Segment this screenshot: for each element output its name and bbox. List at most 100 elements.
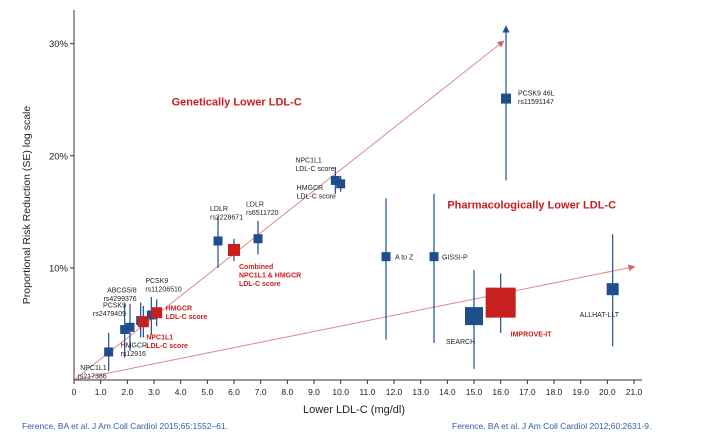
point-label-line: LDL-C score: [297, 193, 336, 200]
point-label-line: NPC1L1: [80, 365, 107, 372]
point-label: ALLHAT-LLT: [580, 312, 620, 319]
trend-line-2: [73, 264, 636, 381]
point-label-line: rs2479409: [93, 311, 126, 318]
x-tick-label: 15.0: [466, 387, 483, 397]
x-tick-label: 18.0: [546, 387, 563, 397]
data-point: [151, 307, 163, 319]
x-tick-label: 3.0: [148, 387, 160, 397]
data-point: [228, 243, 240, 256]
point-label: LDLR rs6511720: [246, 202, 279, 218]
point-label: A to Z: [395, 255, 414, 262]
point-label: HMGCR LDL-C score: [297, 185, 336, 201]
x-tick-label: 21.0: [626, 387, 643, 397]
point-label-line: rs217386: [77, 373, 106, 380]
point-label-line: rs11591147: [518, 99, 554, 106]
x-tick-label: 5.0: [201, 387, 213, 397]
genetic-annotation: Genetically Lower LDL-C: [172, 96, 302, 108]
data-point: [213, 236, 223, 246]
point-label-line: Combined: [239, 264, 273, 271]
point-label: HMGCR rs12916: [121, 343, 147, 359]
x-tick-label: 16.0: [492, 387, 509, 397]
x-tick-label: 19.0: [572, 387, 589, 397]
data-point: [330, 175, 340, 185]
y-tick-label: 10%: [49, 263, 69, 274]
x-tick-label: 13.0: [412, 387, 429, 397]
point-label-line: PCSK9: [103, 302, 126, 309]
point-label-line: LDL-C score: [295, 166, 334, 173]
citation-left: Ference, BA et al. J Am Coll Cardiol 201…: [22, 421, 229, 431]
point-label-line: GISSI-P: [442, 255, 468, 262]
point-label-line: IMPROVE-IT: [511, 332, 553, 339]
point-label-line: A to Z: [395, 255, 414, 262]
point-label: PCSK9 rs11206510: [145, 278, 182, 294]
x-tick-label: 12.0: [386, 387, 403, 397]
x-tick-label: 11.0: [359, 387, 375, 397]
point-label-line: LDLR: [210, 206, 228, 213]
y-tick-label: 30%: [49, 39, 69, 50]
point-label-line: NPC1L1: [146, 335, 173, 342]
x-tick-label: 20.0: [599, 387, 616, 397]
point-label: PCSK9 46L rs11591147: [518, 91, 555, 107]
data-point: [485, 287, 516, 318]
point-label-line: HMGCR: [166, 306, 192, 313]
data-point: [120, 325, 130, 335]
x-tick-label: 8.0: [281, 387, 293, 397]
data-point: [429, 252, 439, 262]
pharma-annotation: Pharmacologically Lower LDL-C: [447, 199, 616, 211]
x-tick-label: 14.0: [439, 387, 456, 397]
x-axis-label: Lower LDL-C (mg/dl): [303, 404, 405, 416]
point-label: HMGCR LDL-C score: [166, 306, 208, 322]
x-tick-label: 10.0: [332, 387, 349, 397]
point-label-line: PCSK9: [145, 278, 168, 285]
point-label-line: ABCG5/8: [107, 288, 137, 295]
data-point: [253, 234, 263, 244]
point-label: NPC1L1 LDL-C score: [295, 157, 334, 173]
data-point: [465, 307, 483, 326]
x-tick-label: 9.0: [308, 387, 320, 397]
point-label-line: NPC1L1 & HMGCR: [239, 272, 301, 279]
risk-reduction-chart: 0 1.0 2.0 3.0 4.0 5.0 6.0 7.0 8.0 9.0 10.0 11.0 12.0…: [21, 10, 643, 416]
point-label: SEARCH: [446, 339, 475, 346]
point-label-line: rs12916: [121, 351, 146, 358]
point-label: PCSK9 rs2479409: [93, 302, 126, 318]
point-label-line: rs6511720: [246, 210, 279, 217]
point-label-line: LDLR: [246, 202, 264, 209]
point-label-line: NPC1L1: [295, 157, 322, 164]
data-point: [336, 179, 346, 189]
point-label: GISSI-P: [442, 255, 468, 262]
point-label: Combined NPC1L1 & HMGCR LDL-C score: [239, 264, 301, 288]
data-point: [125, 322, 135, 332]
trend-line-1: [73, 40, 505, 381]
point-label: LDLR rs2228671: [210, 206, 243, 222]
point-label: NPC1L1 LDL-C score: [146, 335, 188, 351]
point-label-line: rs11206510: [145, 286, 182, 293]
data-point: [104, 347, 114, 357]
point-label-line: ALLHAT-LLT: [580, 312, 620, 319]
y-tick-label: 20%: [49, 151, 69, 162]
point-label-line: LDL-C score: [239, 281, 281, 288]
x-tick-label: 6.0: [228, 387, 240, 397]
data-point: [606, 283, 619, 296]
point-label-line: PCSK9 46L: [518, 91, 555, 98]
point-label-line: LDL-C score: [166, 314, 208, 321]
point-label: IMPROVE-IT: [511, 332, 553, 339]
point-label-line: rs4299376: [104, 296, 137, 303]
point-label-line: HMGCR: [121, 343, 147, 350]
x-tick-label: 2.0: [121, 387, 133, 397]
data-point: [501, 93, 511, 104]
y-axis-label: Proportional Risk Reduction (SE) log sca…: [21, 106, 33, 305]
x-tick-label: 1.0: [95, 387, 107, 397]
data-point: [381, 252, 391, 262]
data-point: [137, 316, 149, 328]
point-label: NPC1L1 rs217386: [77, 365, 106, 381]
point-label-line: rs2228671: [210, 214, 243, 221]
x-tick-label: 7.0: [255, 387, 267, 397]
point-label-line: HMGCR: [297, 185, 323, 192]
x-tick-label: 0: [72, 387, 77, 397]
point-label-line: LDL-C score: [146, 343, 188, 350]
x-tick-label: 17.0: [519, 387, 536, 397]
point-label-line: SEARCH: [446, 339, 475, 346]
x-tick-label: 4.0: [175, 387, 187, 397]
point-label: ABCG5/8 rs4299376: [104, 288, 137, 304]
citation-right: Ference, BA et al. J Am Coll Cardiol 201…: [452, 421, 652, 431]
